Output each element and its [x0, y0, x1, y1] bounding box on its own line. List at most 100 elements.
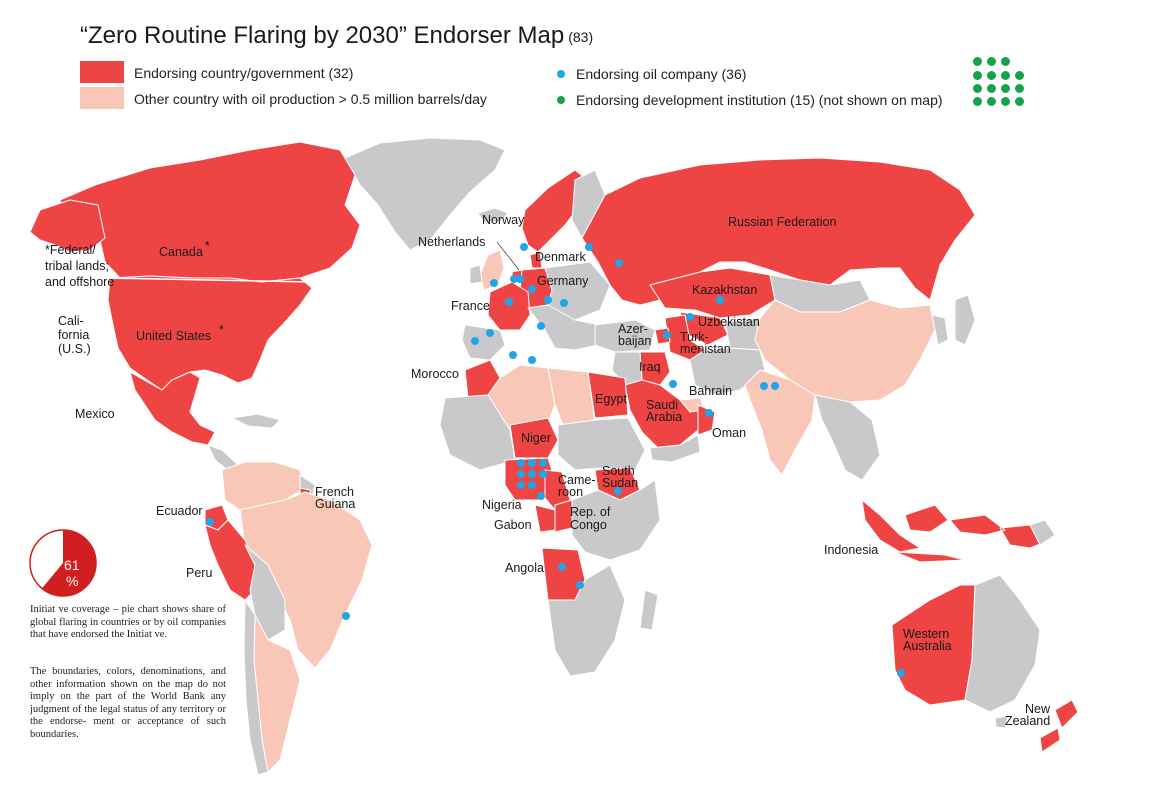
company-dot — [705, 409, 713, 417]
label-federal-3: and offshore — [45, 275, 114, 289]
legend-oil-company: Endorsing oil company (36) — [576, 66, 747, 82]
institution-dot — [973, 57, 982, 66]
institution-dot — [987, 71, 996, 80]
netherlands-leader — [496, 241, 520, 271]
company-dot — [539, 459, 547, 467]
company-dot — [490, 279, 498, 287]
niger-shape — [509, 417, 559, 459]
nigeria-shape — [504, 457, 556, 501]
label-mexico: Mexico — [75, 407, 115, 421]
label-azerbaijan-1: Azer- — [618, 322, 648, 336]
label-angola: Angola — [505, 561, 544, 575]
institution-dot — [1001, 84, 1010, 93]
company-dot — [505, 298, 513, 306]
label-turkmenistan-2: menistan — [680, 342, 731, 356]
label-turkmenistan-1: Turk- — [680, 330, 709, 344]
institution-dot — [973, 97, 982, 106]
korea-japan-shape — [931, 294, 976, 346]
company-dots — [206, 243, 905, 677]
label-russia: Russian Federation — [728, 215, 836, 229]
company-dot — [528, 285, 536, 293]
pie-label-unit: % — [66, 573, 78, 589]
institution-dot — [987, 57, 996, 66]
institution-dot — [1015, 71, 1024, 80]
institution-dot — [1001, 71, 1010, 80]
label-netherlands: Netherlands — [418, 235, 485, 249]
label-cameroon-1: Came- — [558, 473, 596, 487]
label-oman: Oman — [712, 426, 746, 440]
label-iraq: Iraq — [639, 360, 661, 374]
label-kazakhstan: Kazakhstan — [692, 283, 757, 297]
company-dot — [528, 470, 536, 478]
china-shape — [754, 299, 936, 403]
yemen-shape — [649, 434, 701, 463]
label-french-guiana-1: French — [315, 485, 354, 499]
label-congo-2: Congo — [570, 518, 607, 532]
institution-dot — [1001, 97, 1010, 106]
institution-dot — [1001, 57, 1010, 66]
label-ecuador: Ecuador — [156, 504, 203, 518]
institution-dot — [987, 84, 996, 93]
institution-dot — [973, 71, 982, 80]
gabon-shape — [534, 504, 556, 533]
company-dot — [897, 669, 905, 677]
company-dot — [471, 337, 479, 345]
ireland-shape — [469, 264, 483, 285]
label-gabon: Gabon — [494, 518, 532, 532]
company-dot — [486, 329, 494, 337]
southern-africa-shape — [547, 564, 626, 677]
label-california-2: fornia — [58, 328, 89, 342]
canada-us-border — [104, 277, 313, 283]
chile-shape — [243, 599, 269, 776]
turkey-shape — [594, 319, 656, 353]
label-federal-2: tribal lands; — [45, 259, 109, 273]
label-peru: Peru — [186, 566, 212, 580]
label-azerbaijan-2: baijan — [618, 334, 651, 348]
caribbean-shape — [231, 413, 281, 429]
company-dot — [516, 275, 524, 283]
kazakhstan-shape — [649, 267, 776, 319]
tasmania-shape — [994, 715, 1009, 729]
disclaimer-note: The boundaries, colors, denominations, a… — [30, 666, 226, 740]
institution-dot — [973, 84, 982, 93]
russia-shape — [581, 157, 976, 306]
label-new-zealand-2: Zealand — [1005, 714, 1050, 728]
label-norway: Norway — [482, 213, 525, 227]
company-dot — [528, 481, 536, 489]
coverage-pie-chart: 61 % — [29, 529, 97, 597]
label-saudi-1: Saudi — [646, 398, 678, 412]
title-count: (83) — [568, 29, 594, 45]
company-dot — [544, 296, 552, 304]
central-africa-shape — [571, 479, 661, 561]
label-germany: Germany — [537, 274, 589, 288]
company-dot — [342, 612, 350, 620]
label-usa-star: * — [219, 323, 224, 337]
legend-company-dot — [557, 70, 565, 78]
label-saudi-2: Arabia — [646, 410, 682, 424]
canada-shape — [59, 141, 361, 283]
company-dot — [510, 275, 518, 283]
institution-dot — [987, 97, 996, 106]
indonesia-shape — [861, 499, 1051, 563]
new-zealand-shape — [1039, 699, 1079, 753]
label-western-australia-2: Australia — [903, 639, 952, 653]
legend-endorsing-country: Endorsing country/government (32) — [134, 65, 354, 81]
company-dot — [560, 299, 568, 307]
label-congo-1: Rep. of — [570, 505, 611, 519]
iberia-shape — [461, 324, 506, 361]
company-dot — [771, 382, 779, 390]
legend-swatch-other — [80, 87, 124, 109]
label-western-australia-1: Western — [903, 627, 949, 641]
company-dot — [517, 459, 525, 467]
label-canada-star: * — [205, 239, 210, 253]
label-denmark: Denmark — [535, 250, 586, 264]
label-california-1: Cali- — [58, 314, 84, 328]
label-bahrain: Bahrain — [689, 384, 732, 398]
iceland-shape — [477, 207, 509, 223]
company-dot — [558, 563, 566, 571]
company-dot — [686, 313, 694, 321]
company-dot — [537, 492, 545, 500]
legend-dev-institution: Endorsing development institution (15) (… — [576, 92, 943, 108]
company-dot — [517, 481, 525, 489]
